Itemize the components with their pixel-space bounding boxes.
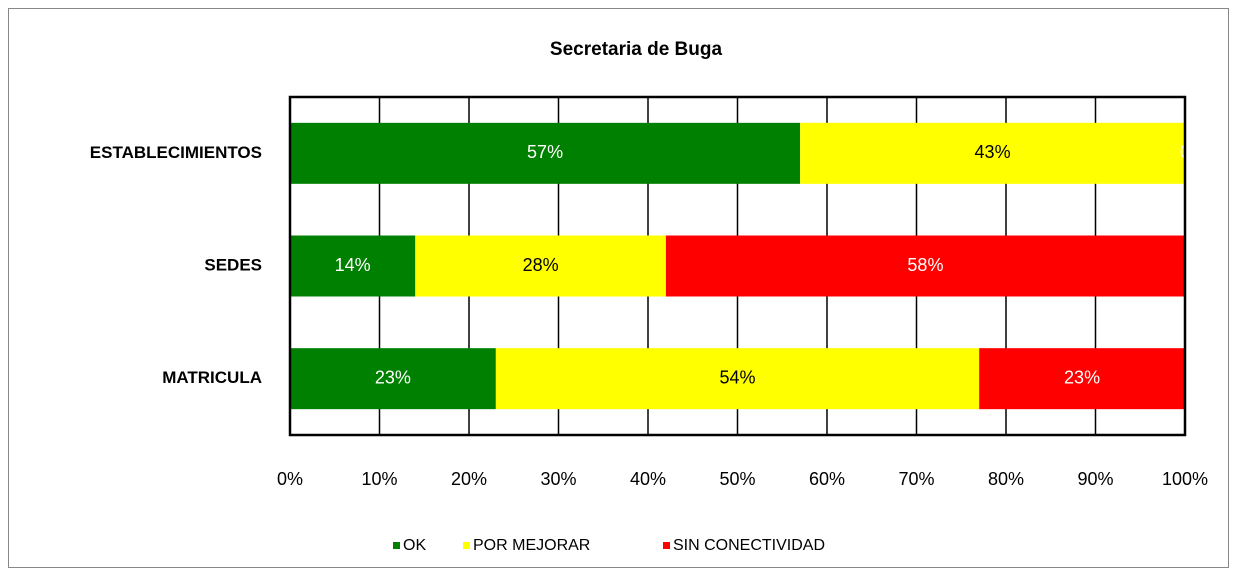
bar-segment	[290, 348, 496, 410]
data-label: 58%	[907, 255, 943, 275]
bar-segment	[415, 235, 666, 297]
data-label: 23%	[375, 367, 411, 387]
chart-title: Secretaria de Buga	[550, 39, 723, 60]
y-tick-label: SEDES	[204, 255, 262, 274]
bar-segment	[290, 122, 801, 184]
legend-label: OK	[403, 537, 426, 554]
data-label: 23%	[1064, 367, 1100, 387]
legend-label: SIN CONECTIVIDAD	[673, 537, 825, 554]
bar-segment	[800, 122, 1185, 184]
x-tick-label: 80%	[988, 469, 1024, 489]
bar-segment	[979, 348, 1185, 410]
bar-segment	[290, 235, 416, 297]
x-tick-label: 100%	[1162, 469, 1208, 489]
data-label: 54%	[719, 367, 755, 387]
x-tick-label: 20%	[451, 469, 487, 489]
data-label: 57%	[527, 142, 563, 162]
data-label: 43%	[975, 142, 1011, 162]
plot-frame	[288, 95, 1187, 437]
x-tick-label: 10%	[361, 469, 397, 489]
x-tick-label: 0%	[277, 469, 303, 489]
legend-swatch	[663, 542, 670, 549]
data-label: 28%	[523, 255, 559, 275]
legend-swatch	[393, 542, 400, 549]
x-tick-label: 90%	[1077, 469, 1113, 489]
x-tick-label: 70%	[898, 469, 934, 489]
y-tick-label: MATRICULA	[162, 368, 262, 387]
x-tick-label: 60%	[809, 469, 845, 489]
legend-swatch	[463, 542, 470, 549]
legend-label: POR MEJORAR	[473, 537, 590, 554]
y-tick-label: ESTABLECIMIENTOS	[90, 143, 262, 162]
data-label: 14%	[335, 255, 371, 275]
bar-segment	[495, 348, 980, 410]
x-tick-label: 50%	[719, 469, 755, 489]
x-tick-label: 30%	[540, 469, 576, 489]
bar-segment	[665, 235, 1185, 297]
x-tick-label: 40%	[630, 469, 666, 489]
